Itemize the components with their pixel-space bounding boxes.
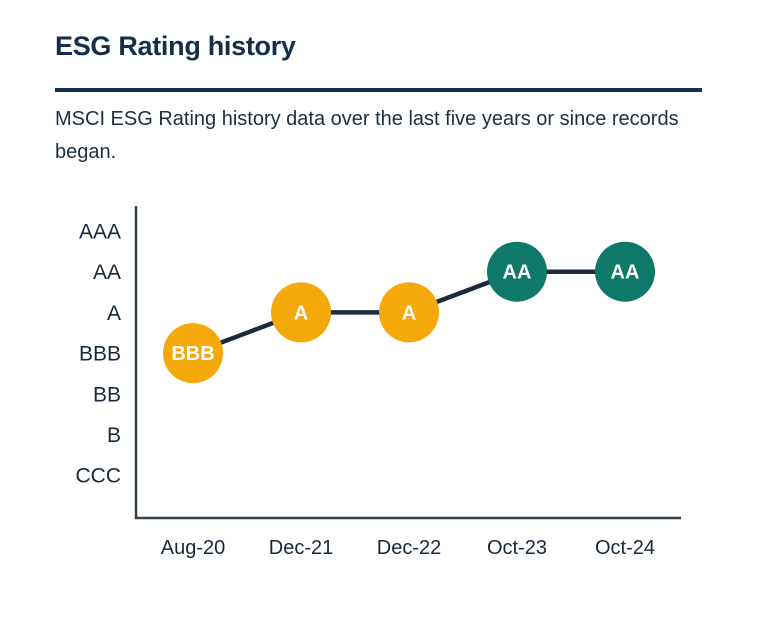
chart-subtitle: MSCI ESG Rating history data over the la… (55, 108, 679, 163)
rating-point-marker (487, 241, 547, 302)
rating-point-label: A (402, 302, 416, 324)
x-axis-label: Aug-20 (161, 537, 226, 559)
title-divider (55, 88, 702, 92)
y-axis-label: BB (93, 383, 121, 406)
rating-point-label: A (294, 302, 308, 324)
x-axis-label: Oct-24 (595, 537, 655, 559)
rating-point-label: AA (503, 262, 532, 284)
rating-point-marker (271, 282, 331, 343)
y-axis-label: A (107, 302, 121, 325)
rating-point-marker (595, 241, 655, 302)
y-axis-label: AA (93, 261, 121, 284)
chart-axes (134, 206, 681, 520)
page-title: ESG Rating history (55, 31, 296, 61)
rating-point-label: BBB (171, 343, 214, 365)
y-axis-label: B (107, 424, 121, 447)
x-axis-label: Dec-21 (269, 537, 333, 559)
esg-rating-page: ESG Rating history MSCI ESG Rating histo… (0, 30, 779, 596)
rating-point-marker (379, 282, 439, 343)
y-axis-label: AAA (79, 221, 121, 244)
x-axis-label: Oct-23 (487, 537, 547, 559)
rating-point-marker (163, 323, 223, 384)
y-axis-label: BBB (79, 343, 121, 366)
y-axis-label: CCC (76, 465, 122, 488)
rating-point-label: AA (611, 262, 640, 284)
x-axis-label: Dec-22 (377, 537, 441, 559)
